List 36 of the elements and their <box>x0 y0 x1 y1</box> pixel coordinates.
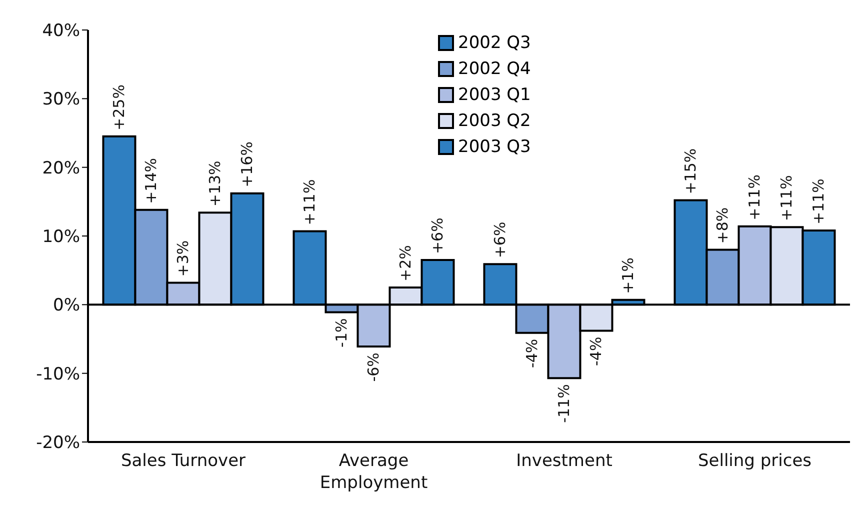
data-label: +14% <box>142 158 160 204</box>
data-label: +1% <box>619 257 638 294</box>
data-label: +8% <box>714 207 732 244</box>
data-label: +11% <box>778 175 796 222</box>
data-label: +3% <box>174 240 192 277</box>
legend-label: 2003 Q1 <box>458 85 531 105</box>
data-label: +13% <box>206 160 224 207</box>
data-label: +6% <box>428 218 447 254</box>
data-label: -11% <box>555 384 574 423</box>
y-tick-label: -10% <box>36 364 80 384</box>
x-tick-label: Sales Turnover <box>120 451 246 471</box>
y-tick-label: 10% <box>42 227 80 248</box>
legend-label: 2003 Q3 <box>458 137 531 157</box>
data-label: +11% <box>300 179 319 226</box>
data-label: +11% <box>746 174 764 220</box>
data-label: +25% <box>110 84 128 130</box>
data-label: -6% <box>364 352 383 382</box>
data-label: +16% <box>238 142 256 188</box>
y-tick-label: 40% <box>42 21 80 42</box>
data-label: +15% <box>682 148 700 194</box>
data-label: -4% <box>523 338 542 368</box>
y-tick-label: -20% <box>36 433 80 454</box>
data-label: -1% <box>332 318 351 348</box>
data-label: +11% <box>810 178 828 225</box>
data-label: +6% <box>491 222 510 258</box>
x-tick-label: Investment <box>516 451 613 471</box>
x-tick-label: Average Employment <box>320 451 428 493</box>
y-tick-label: 30% <box>42 90 80 110</box>
y-tick-label: 0% <box>53 296 80 316</box>
y-tick-label: 20% <box>42 158 80 178</box>
legend-label: 2002 Q3 <box>458 33 531 53</box>
legend-label: 2002 Q4 <box>458 59 531 79</box>
x-tick-label: Selling prices <box>698 451 812 471</box>
data-label: -4% <box>587 336 606 366</box>
legend-label: 2003 Q2 <box>458 111 531 131</box>
data-label: +2% <box>396 245 415 282</box>
